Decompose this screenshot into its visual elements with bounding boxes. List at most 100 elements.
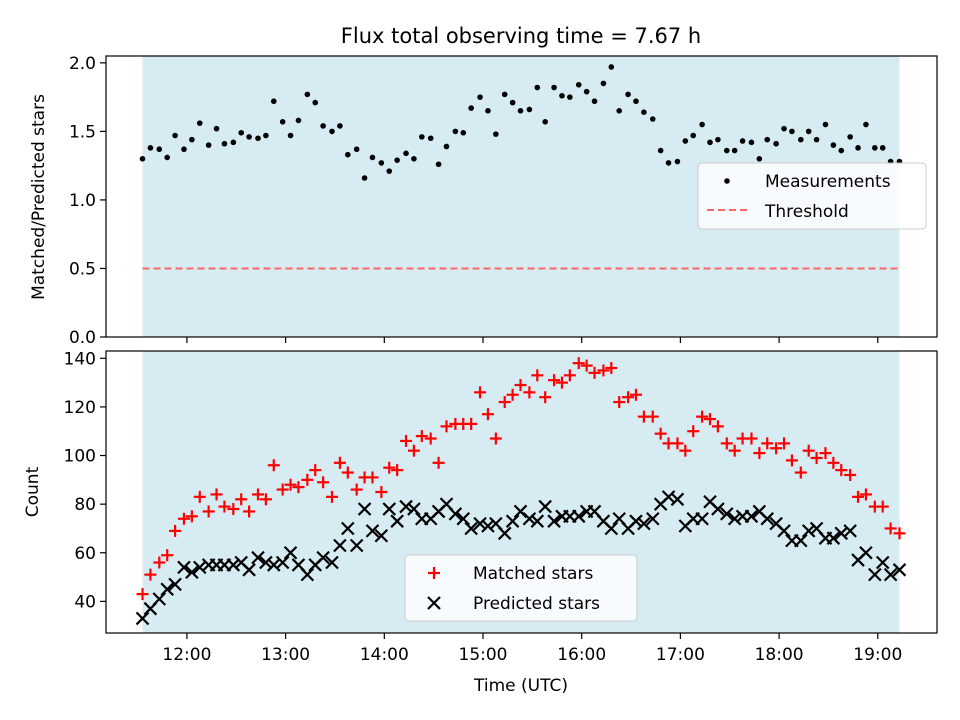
- matched-point: [580, 359, 593, 372]
- matched-point: [893, 527, 906, 540]
- x-tick-label: 14:00: [360, 645, 409, 665]
- matched-point: [193, 490, 206, 503]
- predicted-point: [242, 563, 256, 577]
- legend-threshold-label: Threshold: [764, 202, 849, 222]
- count-y-ticks: 40 60 80 100 120 140: [64, 349, 106, 612]
- predicted-point: [448, 507, 463, 521]
- matched-point: [415, 430, 428, 443]
- matched-point: [350, 483, 363, 496]
- predicted-point: [875, 555, 890, 570]
- x-tick-label: 16:00: [557, 645, 606, 665]
- measurement-point: [855, 145, 861, 151]
- ratio-legend: Measurements Threshold: [697, 162, 927, 230]
- matched-point: [391, 464, 404, 477]
- x-tick-label: 13:00: [261, 645, 310, 665]
- x-tick-label: 19:00: [853, 645, 902, 665]
- matched-point: [276, 483, 289, 496]
- measurement-point: [641, 109, 647, 115]
- measurement-point: [822, 121, 829, 128]
- measurement-point: [287, 132, 294, 139]
- measurement-point: [731, 147, 738, 154]
- y-tick-label: 0.5: [69, 259, 96, 279]
- measurement-point: [493, 131, 499, 137]
- matched-point: [539, 391, 552, 404]
- measurement-point: [872, 145, 878, 151]
- predicted-point: [629, 514, 643, 528]
- matched-point: [506, 388, 519, 401]
- predicted-point: [695, 511, 709, 526]
- measurement-point: [443, 143, 450, 150]
- matched-point: [810, 451, 823, 464]
- measurement-point: [690, 132, 697, 139]
- measurement-point: [320, 123, 326, 129]
- measurement-point: [164, 154, 170, 161]
- matched-point: [267, 459, 280, 472]
- matched-point: [819, 447, 832, 460]
- matched-point: [153, 556, 166, 569]
- predicted-point: [892, 563, 907, 577]
- measurement-point: [139, 156, 146, 162]
- ratio-frame: [105, 55, 938, 338]
- matched-point: [588, 366, 601, 379]
- measurement-point: [600, 80, 607, 87]
- matched-point: [548, 374, 561, 387]
- measurement-point: [477, 94, 483, 100]
- ratio-series-0: [139, 64, 903, 181]
- legend-predicted-marker: [427, 596, 441, 610]
- predicted-point: [530, 514, 545, 528]
- measurement-point: [863, 121, 869, 128]
- count-series-0: [136, 357, 906, 601]
- predicted-point: [711, 502, 725, 516]
- x-tick-label: 12:00: [162, 645, 211, 665]
- measurement-point: [723, 147, 730, 154]
- matched-point: [292, 481, 305, 494]
- ratio-y-axis-label: Matched/Predicted stars: [29, 94, 49, 300]
- y-tick-label: 40: [74, 592, 96, 612]
- predicted-point: [374, 528, 389, 543]
- matched-point: [144, 568, 157, 581]
- matched-point: [424, 432, 437, 445]
- matched-point: [802, 444, 815, 457]
- predicted-point: [571, 509, 586, 524]
- measurement-point: [838, 147, 845, 154]
- predicted-point: [505, 514, 520, 528]
- matched-point: [704, 413, 717, 426]
- measurement-point: [147, 145, 154, 151]
- measurement-point: [665, 160, 672, 166]
- matched-point: [622, 391, 635, 404]
- matched-point: [728, 444, 741, 457]
- measurement-point: [452, 128, 459, 135]
- y-tick-label: 60: [74, 544, 96, 564]
- matched-point: [161, 549, 174, 562]
- measurement-point: [879, 145, 886, 151]
- matched-point: [498, 396, 511, 409]
- count-panel: Count 40 60 80 100 120 140 12:00 13:00 14:00 15:…: [23, 349, 938, 696]
- matched-point: [555, 376, 568, 389]
- predicted-point: [744, 509, 759, 524]
- predicted-point: [604, 521, 619, 536]
- measurement-point: [263, 132, 269, 139]
- matched-point: [218, 500, 231, 513]
- matched-point: [613, 396, 626, 409]
- measurement-point: [715, 136, 721, 143]
- matched-point: [753, 447, 766, 460]
- x-tick-label: 17:00: [656, 645, 705, 665]
- matched-point: [852, 490, 865, 503]
- measurement-point: [517, 108, 524, 114]
- measurement-point: [739, 138, 746, 144]
- predicted-point: [522, 511, 537, 526]
- x-axis-label: Time (UTC): [473, 676, 568, 696]
- measurement-point: [312, 99, 319, 106]
- matched-point: [720, 437, 733, 450]
- predicted-point: [275, 555, 290, 570]
- measurement-point: [403, 150, 409, 157]
- measurement-point: [798, 136, 804, 143]
- matched-point: [284, 478, 297, 491]
- measurement-point: [460, 129, 467, 136]
- matched-point: [646, 410, 659, 423]
- measurement-point: [567, 94, 573, 100]
- predicted-point: [826, 531, 841, 545]
- predicted-point: [316, 550, 330, 565]
- measurement-point: [649, 116, 656, 122]
- predicted-point: [300, 567, 315, 582]
